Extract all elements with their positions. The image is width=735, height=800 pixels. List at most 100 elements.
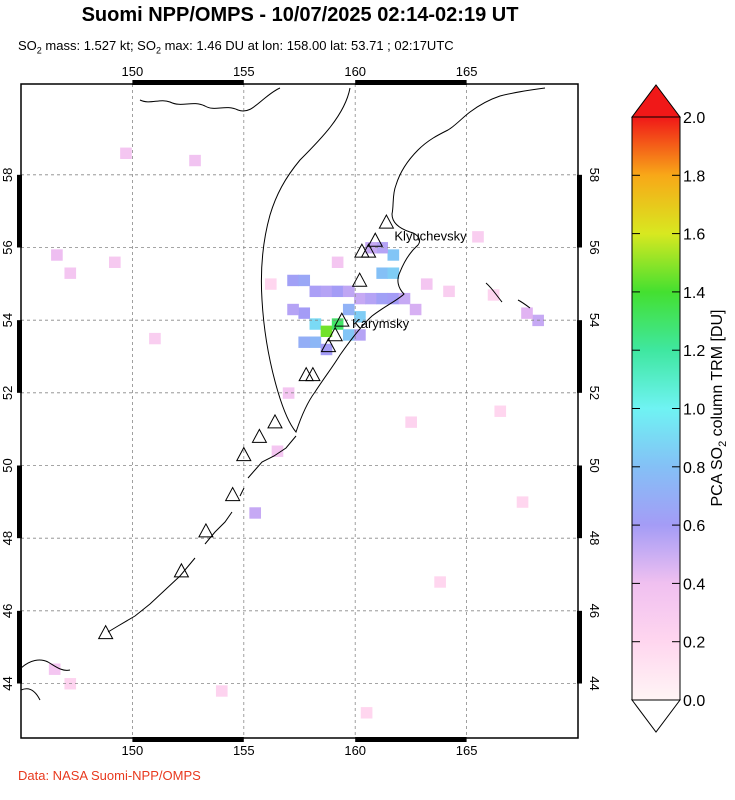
- so2-cell: [331, 256, 344, 268]
- lat-tick-label-left: 58: [0, 168, 15, 182]
- colorbar-tick-label: 0.8: [683, 460, 705, 477]
- colorbar-tick-label: 1.4: [683, 285, 705, 302]
- volcano-triangle-icon: [198, 522, 214, 538]
- so2-cell: [387, 292, 400, 305]
- lat-tick-label-left: 48: [0, 531, 15, 545]
- so2-cell: [298, 307, 311, 319]
- frame-tick-right: [577, 610, 582, 684]
- so2-cell: [376, 267, 389, 279]
- colorbar-tick-label: 0.4: [683, 576, 705, 593]
- so2-cell: [487, 289, 500, 301]
- so2-cell: [282, 387, 295, 399]
- volcano-triangle-icon: [298, 366, 315, 382]
- so2-cell: [271, 445, 284, 457]
- frame-tick-left: [17, 610, 22, 684]
- lon-tick-label-bottom: 165: [456, 743, 478, 758]
- lat-tick-label-right: 58: [587, 168, 602, 182]
- volcano-markers: [97, 214, 395, 640]
- lat-tick-label-right: 46: [587, 604, 602, 618]
- so2-cell: [51, 249, 63, 261]
- lon-tick-label-top: 165: [456, 64, 478, 79]
- colorbar-tick-label: 1.0: [683, 402, 705, 419]
- so2-cell: [287, 303, 299, 316]
- so2-cell: [434, 576, 446, 588]
- so2-cell: [189, 154, 201, 167]
- so2-cell: [354, 292, 366, 305]
- so2-cell: [331, 318, 344, 330]
- so2-cell: [342, 285, 355, 298]
- volcano-triangle-icon: [333, 312, 350, 327]
- colorbar-label: PCA SO2 column TRM [DU]: [709, 310, 729, 507]
- so2-cell: [320, 343, 333, 356]
- map-frame: [20, 83, 579, 739]
- so2-cell: [472, 231, 484, 243]
- hokkaido-coast: [21, 659, 71, 701]
- lat-tick-label-left: 44: [0, 676, 15, 690]
- subtitle-part: SO: [18, 38, 37, 53]
- lon-tick-label-top: 150: [122, 64, 144, 79]
- colorbar: 0.0 0.2 0.4 0.6 0.8 1.0 1.2 1.4 1.6 1.8 2.0 PCA SO…: [631, 84, 729, 733]
- colorbar-tick-label: 0.2: [683, 635, 705, 652]
- volcano-triangle-icon: [351, 272, 368, 287]
- so2-cell: [342, 329, 355, 341]
- lat-tick-label-left: 46: [0, 604, 15, 618]
- so2-cell: [287, 274, 299, 287]
- volcano-triangle-icon: [354, 243, 370, 258]
- subtitle-part: mass: 1.527 kt; SO: [41, 38, 156, 53]
- frame-tick-right: [577, 174, 582, 248]
- so2-cell: [109, 256, 121, 268]
- volcano-triangle-icon: [173, 562, 190, 578]
- graticule: [21, 84, 578, 738]
- colorbar-max-arrow: [631, 84, 681, 118]
- so2-cell: [149, 332, 161, 345]
- so2-cell: [215, 685, 228, 697]
- volcano-triangle-icon: [367, 232, 384, 247]
- frame-tick-top: [355, 80, 467, 85]
- lat-tick-label-left: 52: [0, 386, 15, 400]
- so2-cell: [320, 285, 333, 298]
- map-title: Suomi NPP/OMPS - 10/07/2025 02:14-02:19 …: [81, 4, 519, 26]
- colorbar-tick-label: 1.6: [683, 227, 705, 244]
- commander-islands: [485, 282, 531, 309]
- frame-tick-left: [17, 174, 22, 248]
- lon-tick-label-top: 155: [233, 64, 255, 79]
- lat-tick-label-right: 50: [587, 458, 602, 472]
- so2-cell: [309, 285, 322, 298]
- magadan-coast: [139, 87, 281, 112]
- so2-cell: [360, 707, 373, 719]
- frame-tick-top: [132, 80, 244, 85]
- so2-pixels: [48, 147, 544, 719]
- volcano-name-label: Karymsky: [352, 316, 410, 331]
- subtitle-subscript: 2: [36, 45, 42, 56]
- so2-cell: [516, 496, 529, 508]
- kuril-islands: [107, 435, 297, 633]
- lat-tick-label-right: 44: [587, 676, 602, 690]
- axis-labels: 150 150 155 155 160 160 165 165 44 44 46 46 48 48 50 50…: [0, 64, 602, 758]
- so2-cell: [64, 267, 77, 279]
- coastlines: [21, 87, 546, 701]
- so2-cell: [365, 292, 377, 305]
- so2-cell: [48, 663, 61, 675]
- so2-cell: [342, 303, 355, 316]
- so2-cell: [120, 147, 132, 159]
- volcano-triangle-icon: [235, 446, 252, 462]
- subtitle-subscript: 2: [155, 45, 161, 56]
- so2-cell: [309, 336, 322, 348]
- so2-cell: [320, 325, 333, 338]
- lon-tick-label-top: 160: [344, 64, 366, 79]
- lat-tick-label-right: 54: [587, 313, 602, 327]
- frame-tick-bottom: [355, 737, 467, 742]
- so2-cell: [298, 336, 311, 348]
- so2-cell: [405, 416, 417, 428]
- colorbar-tick-label: 0.6: [683, 518, 705, 535]
- subtitle-part: max: 1.46 DU at lon: 158.00 lat: 53.71 ;…: [160, 38, 454, 53]
- so2-cell: [264, 278, 277, 290]
- frame-tick-left: [17, 320, 22, 393]
- volcano-triangle-icon: [327, 326, 343, 342]
- so2-cell: [387, 249, 400, 261]
- frame-tick-right: [577, 320, 582, 393]
- volcano-triangle-icon: [378, 214, 395, 229]
- lat-tick-label-right: 52: [587, 386, 602, 400]
- so2-cell: [309, 318, 322, 330]
- volcano-labels: Klyuchevsky Karymsky: [352, 229, 467, 331]
